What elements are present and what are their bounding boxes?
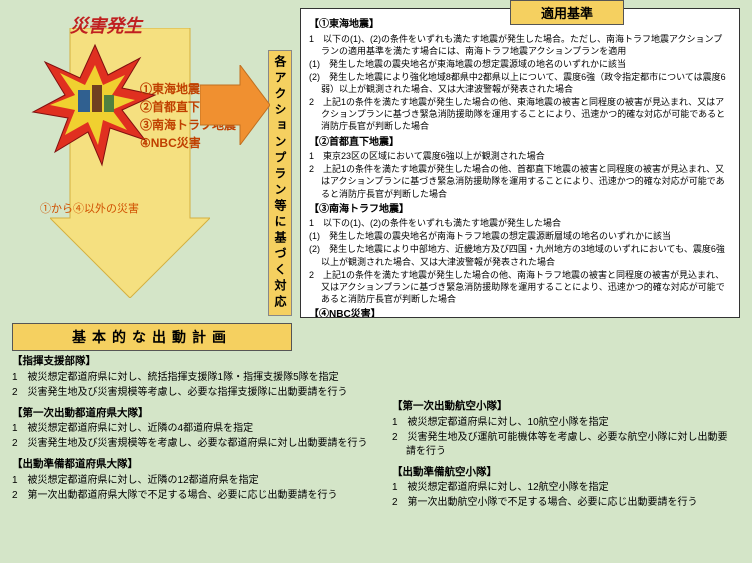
plan-section-title: 【第一次出動航空小隊】 (392, 399, 732, 414)
criteria-line: (2) 発生した地震により中部地方、近畿地方及び四国・九州地方の3地域のいずれに… (309, 243, 731, 267)
plan-section-title: 【出動準備都道府県大隊】 (12, 457, 372, 472)
criteria-line: 2 上記1の条件を満たす地震が発生した場合の他、東海地震の被害と同程度の被害が見… (309, 96, 731, 132)
burst-note: ①から④以外の災害 (40, 200, 139, 216)
plan-line: 2 災害発生地及び災害規模等を考慮し、必要な都道府県に対し出動要請を行う (12, 437, 372, 451)
criteria-section-title: 【④NBC災害】 (309, 308, 731, 318)
plan-line: 2 第一次出動都道府県大隊で不足する場合、必要に応じ出動要請を行う (12, 489, 372, 503)
criteria-line: 2 上記1の条件を満たす地震が発生した場合の他、南海トラフ地震の被害と同程度の被… (309, 269, 731, 305)
criteria-section-title: 【③南海トラフ地震】 (309, 203, 731, 217)
plan-line: 2 災害発生地及び災害規模等考慮し、必要な指揮支援隊に出動要請を行う (12, 386, 372, 400)
plan-line: 1 被災想定都道府県に対し、12航空小隊を指定 (392, 481, 732, 495)
criteria-tab: 適用基準 (510, 0, 624, 25)
criteria-line: (1) 発生した地震の震央地名が東海地震の想定震源域の地名のいずれかに該当 (309, 58, 731, 70)
criteria-line: (2) 発生した地震により強化地域8都県中2都県以上について、震度6強（政令指定… (309, 71, 731, 95)
criteria-line: (1) 発生した地震の震央地名が南海トラフ地震の想定震源断層域の地名のいずれかに… (309, 230, 731, 242)
plan-line: 1 被災想定都道府県に対し、10航空小隊を指定 (392, 416, 732, 430)
criteria-line: 1 以下の(1)、(2)の条件をいずれも満たす地震が発生した場合 (309, 217, 731, 229)
plan-section-title: 【出動準備航空小隊】 (392, 465, 732, 480)
criteria-line: 2 上記1の条件を満たす地震が発生した場合の他、首都直下地震の被害と同程度の被害… (309, 163, 731, 199)
plan-section-title: 【指揮支援部隊】 (12, 354, 372, 369)
criteria-line: 1 東京23区の区域において震度6強以上が観測された場合 (309, 150, 731, 162)
plan-body: 【指揮支援部隊】 1 被災想定都道府県に対し、統括指揮支援隊1隊・指揮支援隊5隊を… (12, 348, 740, 556)
plan-line: 1 被災想定都道府県に対し、近隣の4都道府県を指定 (12, 422, 372, 436)
vertical-label: 各アクションプラン等に基づく対応 (268, 50, 292, 316)
criteria-line: 1 以下の(1)、(2)の条件をいずれも満たす地震が発生した場合。ただし、南海ト… (309, 33, 731, 57)
plan-line: 1 被災想定都道府県に対し、近隣の12都道府県を指定 (12, 474, 372, 488)
plan-line: 2 第一次出動航空小隊で不足する場合、必要に応じ出動要請を行う (392, 496, 732, 510)
plan-bar: 基本的な出動計画 (12, 323, 292, 351)
arrow-right (200, 65, 270, 145)
plan-line: 1 被災想定都道府県に対し、統括指揮支援隊1隊・指揮支援隊5隊を指定 (12, 371, 372, 385)
criteria-box: 【①東海地震】1 以下の(1)、(2)の条件をいずれも満たす地震が発生した場合。… (300, 8, 740, 318)
criteria-section-title: 【②首都直下地震】 (309, 136, 731, 150)
plan-line: 2 災害発生地及び運航可能機体等を考慮し、必要な航空小隊に対し出動要請を行う (392, 431, 732, 459)
burst-title: 災害発生 (70, 12, 142, 38)
plan-section-title: 【第一次出動都道府県大隊】 (12, 406, 372, 421)
